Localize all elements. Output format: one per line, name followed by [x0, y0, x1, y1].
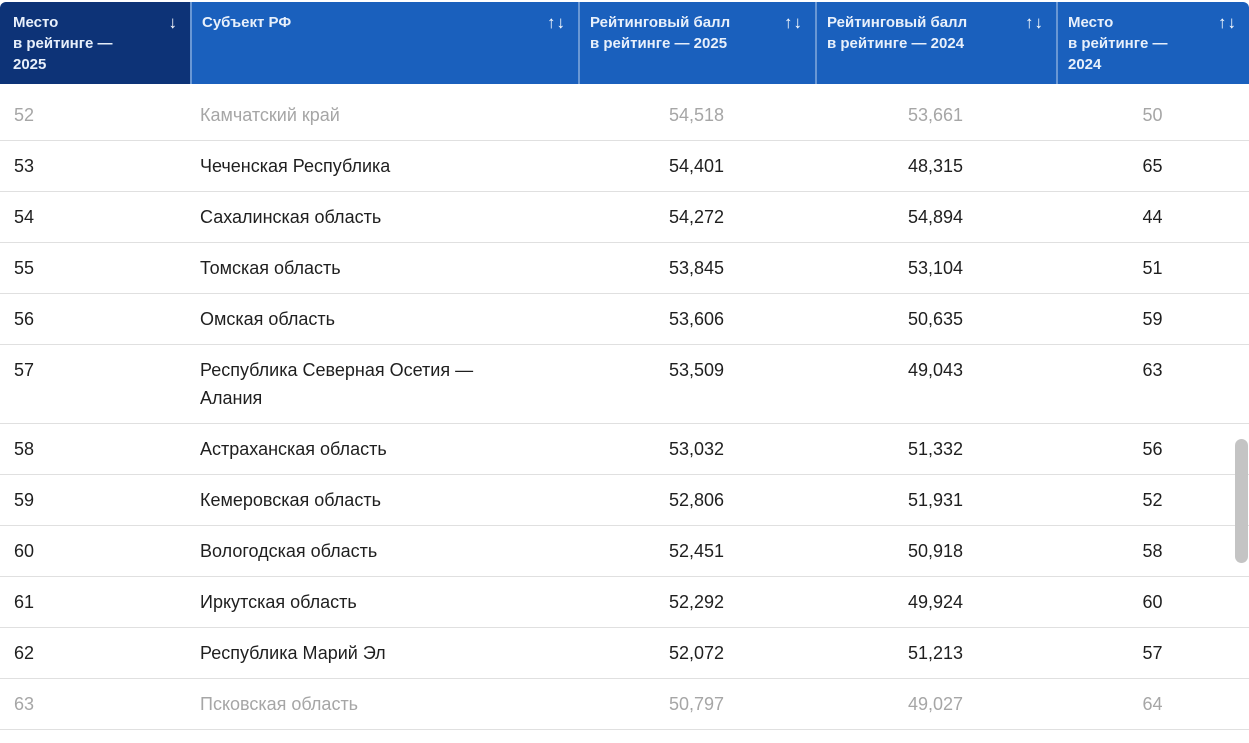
cell-score-2025: 50,797 — [668, 694, 725, 714]
sort-arrows-icon[interactable]: ↑↓ — [1025, 13, 1044, 32]
cell-score-2025: 53,606 — [668, 309, 725, 329]
cell-rank-2024: 64 — [1142, 694, 1163, 714]
cell-score-2025: 53,509 — [668, 360, 725, 380]
cell-rank-2024: 52 — [1142, 490, 1163, 510]
table-body: 52 Камчатский край 54,518 53,661 50 53 Ч… — [0, 86, 1249, 730]
column-header-label: Рейтинговый балл в рейтинге — 2025 — [590, 14, 731, 52]
cell-score-2024: 51,213 — [907, 643, 964, 663]
table-row: 60 Вологодская область 52,451 50,918 58 — [0, 526, 1249, 577]
cell-rank-2024: 57 — [1142, 643, 1163, 663]
cell-rank-2025: 61 — [14, 592, 35, 612]
cell-region: Кемеровская область — [200, 490, 381, 510]
cell-rank-2025: 62 — [14, 643, 35, 663]
cell-region: Псковская область — [200, 694, 359, 714]
cell-score-2025: 52,451 — [668, 541, 725, 561]
cell-region: Вологодская область — [200, 541, 378, 561]
column-header-label: Субъект РФ — [202, 14, 292, 31]
column-header-label: Место в рейтинге — 2025 — [13, 14, 113, 73]
column-header-rank2024[interactable]: Место в рейтинге — 2024 ↑↓ — [1056, 2, 1249, 84]
cell-score-2025: 54,272 — [668, 207, 725, 227]
scrollbar-thumb[interactable] — [1235, 439, 1248, 563]
cell-rank-2024: 51 — [1142, 258, 1163, 278]
cell-rank-2025: 55 — [14, 258, 35, 278]
cell-region: Чеченская Республика — [200, 156, 391, 176]
cell-score-2024: 48,315 — [907, 156, 964, 176]
cell-score-2025: 53,845 — [668, 258, 725, 278]
cell-score-2024: 53,661 — [907, 105, 964, 125]
cell-rank-2025: 56 — [14, 309, 35, 329]
cell-rank-2024: 65 — [1142, 156, 1163, 176]
cell-score-2024: 50,635 — [907, 309, 964, 329]
table-row: 59 Кемеровская область 52,806 51,931 52 — [0, 475, 1249, 526]
cell-rank-2025: 63 — [14, 694, 35, 714]
cell-region: Иркутская область — [200, 592, 357, 612]
cell-score-2025: 52,292 — [668, 592, 725, 612]
cell-score-2024: 53,104 — [907, 258, 964, 278]
cell-region: Республика Северная Осетия — Алания — [200, 360, 474, 408]
table-row: 56 Омская область 53,606 50,635 59 — [0, 294, 1249, 345]
cell-rank-2025: 52 — [14, 105, 35, 125]
table-row: 61 Иркутская область 52,292 49,924 60 — [0, 577, 1249, 628]
cell-rank-2025: 53 — [14, 156, 35, 176]
cell-score-2024: 49,027 — [907, 694, 964, 714]
cell-rank-2025: 58 — [14, 439, 35, 459]
cell-rank-2025: 54 — [14, 207, 35, 227]
cell-score-2025: 53,032 — [668, 439, 725, 459]
table-row: 53 Чеченская Республика 54,401 48,315 65 — [0, 141, 1249, 192]
table-row: 55 Томская область 53,845 53,104 51 — [0, 243, 1249, 294]
cell-rank-2024: 63 — [1142, 360, 1163, 380]
table-row: 63 Псковская область 50,797 49,027 64 — [0, 679, 1249, 730]
cell-region: Омская область — [200, 309, 336, 329]
cell-score-2025: 54,518 — [668, 105, 725, 125]
cell-rank-2024: 60 — [1142, 592, 1163, 612]
cell-score-2025: 52,072 — [668, 643, 725, 663]
cell-rank-2025: 59 — [14, 490, 35, 510]
sort-arrows-icon[interactable]: ↑↓ — [1218, 13, 1237, 32]
cell-region: Сахалинская область — [200, 207, 382, 227]
table-row: 57 Республика Северная Осетия — Алания 5… — [0, 345, 1249, 424]
cell-region: Камчатский край — [200, 105, 340, 125]
cell-score-2024: 54,894 — [907, 207, 964, 227]
column-header-label: Рейтинговый балл в рейтинге — 2024 — [827, 14, 968, 52]
cell-score-2024: 51,931 — [907, 490, 964, 510]
table-row: 54 Сахалинская область 54,272 54,894 44 — [0, 192, 1249, 243]
table-header: Место в рейтинге — 2025 ↓ Субъект РФ ↑↓ … — [0, 2, 1249, 84]
column-header-label: Место в рейтинге — 2024 — [1068, 14, 1168, 73]
cell-rank-2024: 50 — [1142, 105, 1163, 125]
cell-score-2024: 50,918 — [907, 541, 964, 561]
cell-region: Астраханская область — [200, 439, 387, 459]
table-row: 62 Республика Марий Эл 52,072 51,213 57 — [0, 628, 1249, 679]
cell-score-2025: 52,806 — [668, 490, 725, 510]
cell-rank-2024: 56 — [1142, 439, 1163, 459]
column-header-score2024[interactable]: Рейтинговый балл в рейтинге — 2024 ↑↓ — [815, 2, 1056, 84]
cell-region: Республика Марий Эл — [200, 643, 386, 663]
cell-score-2024: 49,924 — [907, 592, 964, 612]
cell-score-2024: 51,332 — [907, 439, 964, 459]
column-header-rank2025[interactable]: Место в рейтинге — 2025 ↓ — [0, 2, 190, 84]
column-header-score2025[interactable]: Рейтинговый балл в рейтинге — 2025 ↑↓ — [578, 2, 815, 84]
sort-arrows-icon[interactable]: ↑↓ — [547, 13, 566, 32]
cell-rank-2025: 60 — [14, 541, 35, 561]
cell-region: Томская область — [200, 258, 341, 278]
cell-score-2024: 49,043 — [907, 360, 964, 380]
cell-score-2025: 54,401 — [668, 156, 725, 176]
column-header-region[interactable]: Субъект РФ ↑↓ — [190, 2, 578, 84]
cell-rank-2024: 59 — [1142, 309, 1163, 329]
table-row: 52 Камчатский край 54,518 53,661 50 — [0, 86, 1249, 141]
sort-arrows-icon[interactable]: ↑↓ — [784, 13, 803, 32]
cell-rank-2024: 58 — [1142, 541, 1163, 561]
cell-rank-2024: 44 — [1142, 207, 1163, 227]
table-row: 58 Астраханская область 53,032 51,332 56 — [0, 424, 1249, 475]
cell-rank-2025: 57 — [14, 360, 35, 380]
sort-desc-icon[interactable]: ↓ — [168, 13, 178, 32]
